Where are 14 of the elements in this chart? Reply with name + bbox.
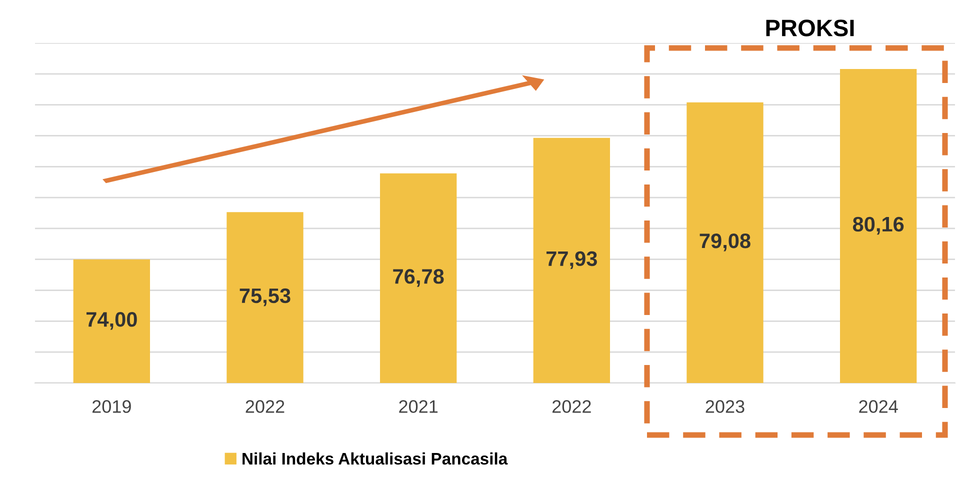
x-tick-label: 2021 (399, 400, 438, 413)
data-label: 79,08 (700, 234, 750, 252)
x-tick-label: 2019 (92, 400, 131, 413)
data-label: 75,53 (240, 288, 290, 306)
data-label: 77,93 (546, 251, 597, 270)
data-label: 76,78 (393, 269, 444, 287)
x-tick-label: 2023 (706, 400, 744, 413)
x-tick-label: 2022 (552, 400, 591, 413)
text: PROKSI (766, 20, 854, 36)
x-tick-label: 2024 (859, 400, 898, 413)
data-label: 74,00 (86, 312, 137, 330)
x-tick-label: 2022 (246, 400, 284, 413)
data-label: 80,16 (852, 216, 904, 235)
legend-label: Nilai Indeks Aktualisasi Pancasila (242, 452, 508, 465)
